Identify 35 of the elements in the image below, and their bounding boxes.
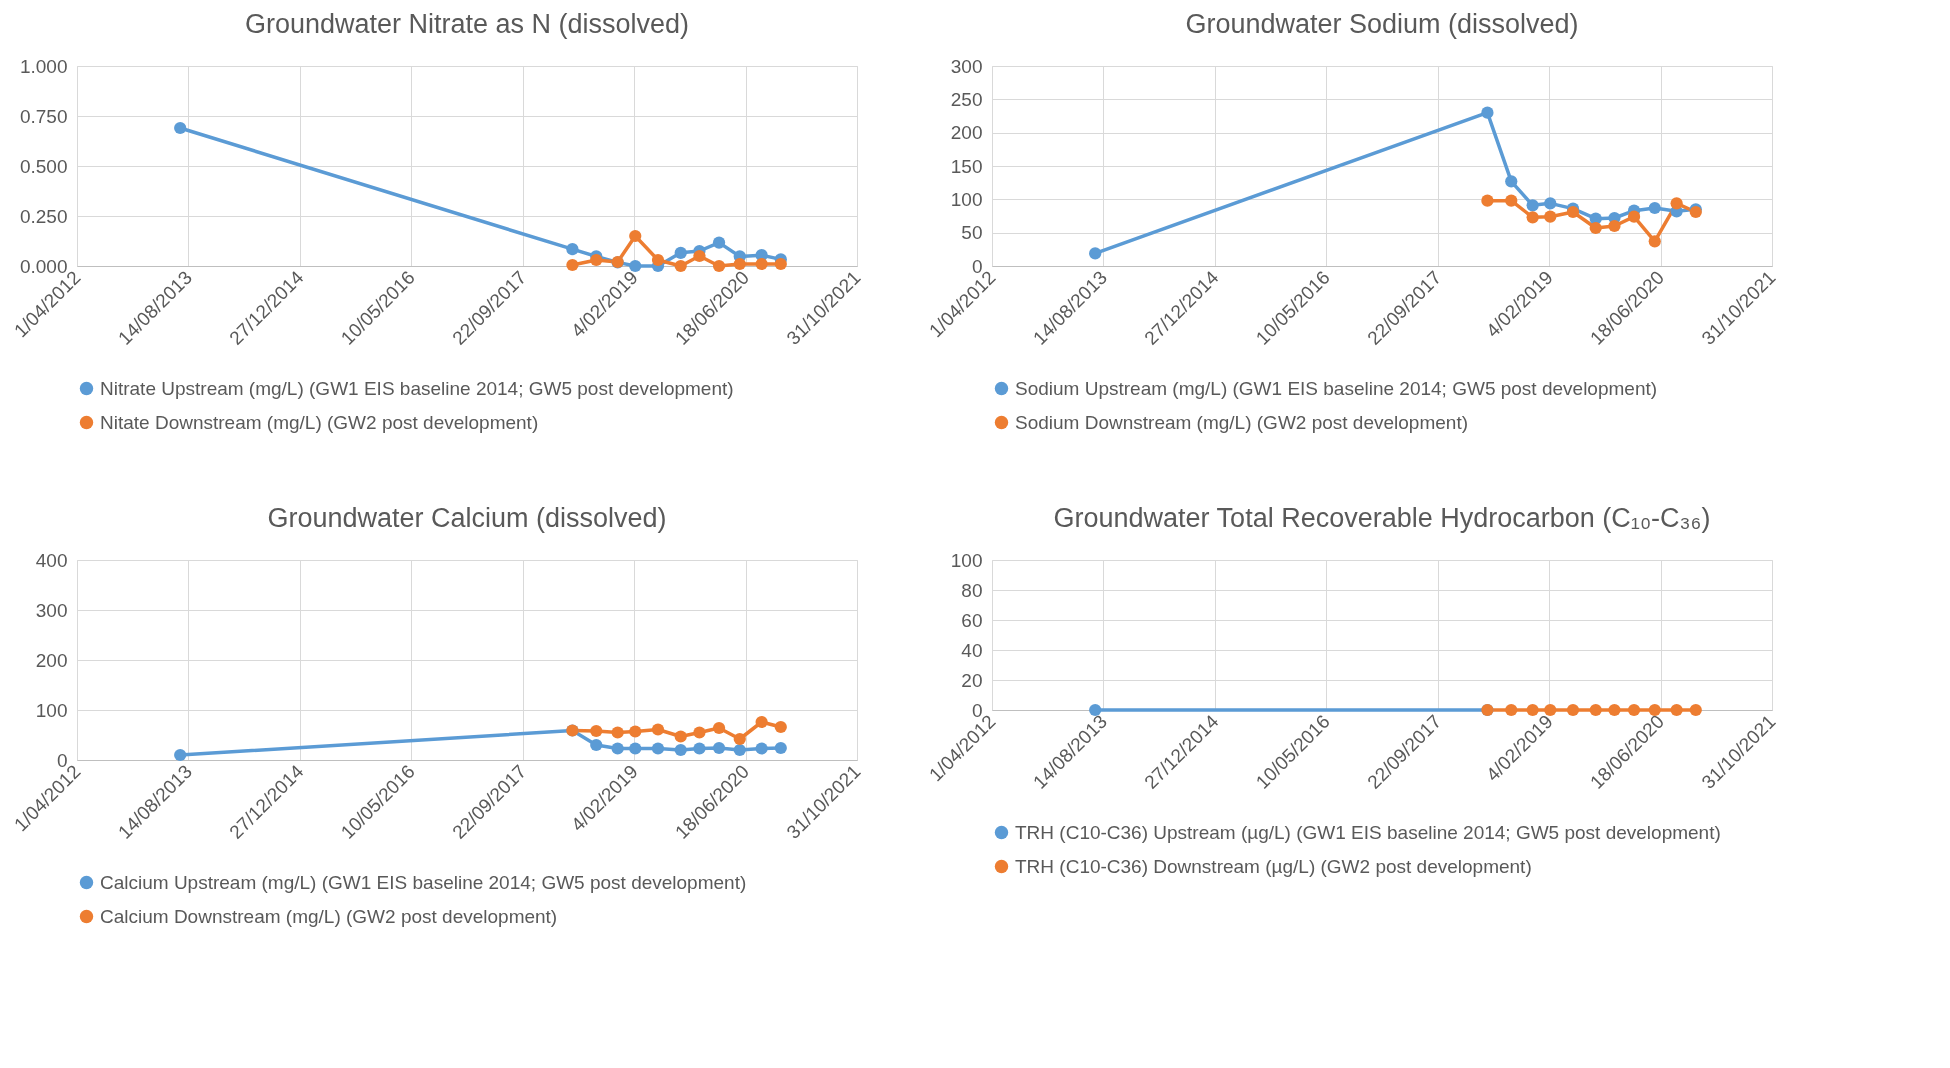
y-tick-label: 100 (35, 699, 68, 721)
y-tick-label: 20 (961, 669, 983, 691)
y-tick-label: 0 (971, 699, 983, 721)
y-tick-label: 0.500 (19, 155, 68, 177)
legend-label: TRH (C10-C36) Downstream (µg/L) (GW2 post development) (1015, 855, 1532, 877)
y-tick-label: 0.000 (19, 255, 68, 277)
legend-label: Sodium Downstream (mg/L) (GW2 post development) (1015, 411, 1468, 433)
y-tick-label: 0 (56, 749, 68, 771)
y-tick-label: 0.250 (19, 205, 68, 227)
y-tick-label: 250 (950, 88, 983, 110)
chart-title: Groundwater Total Recoverable Hydrocarbon (C₁₀-C₃₆) (1053, 503, 1711, 533)
y-tick-label: 300 (35, 599, 68, 621)
y-tick-label: 200 (35, 649, 68, 671)
y-tick-label: 0 (971, 255, 983, 277)
legend-label: TRH (C10-C36) Upstream (µg/L) (GW1 EIS baseline 2014; GW5 post development) (1015, 821, 1721, 843)
chart-title: Groundwater Sodium (dissolved) (1185, 9, 1579, 39)
y-tick-label: 100 (950, 549, 983, 571)
y-tick-label: 100 (950, 188, 983, 210)
y-tick-label: 0.750 (19, 105, 68, 127)
legend-label: Calcium Downstream (mg/L) (GW2 post development) (100, 905, 558, 927)
y-tick-label: 400 (35, 549, 68, 571)
chart-title: Groundwater Nitrate as N (dissolved) (244, 9, 690, 39)
y-tick-label: 80 (961, 579, 983, 601)
legend-label: Calcium Upstream (mg/L) (GW1 EIS baseline 2014; GW5 post development) (100, 871, 747, 893)
legend-label: Nitrate Upstream (mg/L) (GW1 EIS baseline 2014; GW5 post development) (100, 377, 734, 399)
y-tick-label: 60 (961, 609, 983, 631)
chart-title: Groundwater Calcium (dissolved) (267, 503, 667, 533)
legend-label: Nitate Downstream (mg/L) (GW2 post development) (100, 411, 539, 433)
y-tick-label: 50 (961, 222, 983, 244)
legend-label: Sodium Upstream (mg/L) (GW1 EIS baseline 2014; GW5 post development) (1015, 377, 1658, 399)
y-tick-label: 1.000 (19, 55, 68, 77)
y-tick-label: 300 (950, 55, 983, 77)
y-tick-label: 150 (950, 155, 983, 177)
y-tick-label: 40 (961, 639, 983, 661)
y-tick-label: 200 (950, 122, 983, 144)
